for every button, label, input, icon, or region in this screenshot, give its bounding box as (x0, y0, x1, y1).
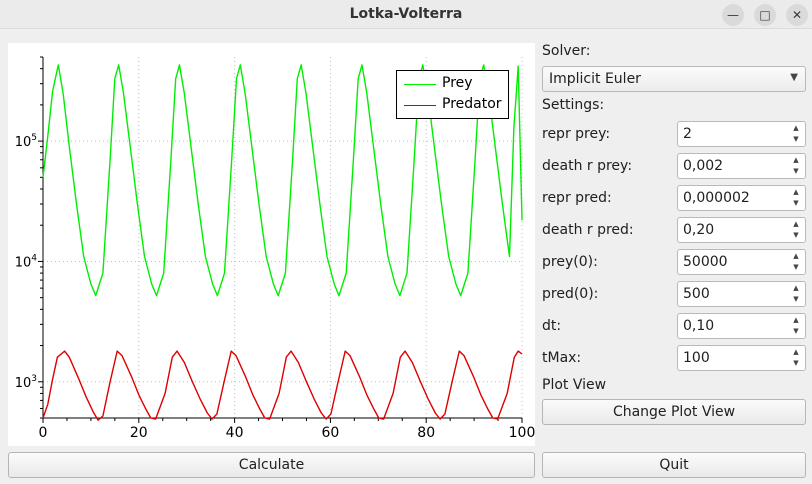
change-plot-view-button[interactable]: Change Plot View (542, 399, 806, 425)
y-tick-label: 103 (15, 374, 37, 391)
spin-up-icon[interactable]: ▲ (793, 188, 799, 196)
legend-label-predator: Predator (442, 96, 502, 112)
x-tick-label: 80 (417, 425, 435, 441)
death-r-pred-value: 0,20 (683, 222, 715, 238)
tmax-value: 100 (683, 350, 710, 366)
plot-view-label: Plot View (542, 377, 607, 393)
chevron-down-icon: ▼ (790, 72, 798, 83)
prey-initial-label: prey(0): (542, 254, 598, 270)
death-r-pred-spinbox[interactable]: 0,20 ▲ ▼ (677, 217, 806, 243)
y-tick-label: 105 (15, 133, 37, 150)
prey-initial-value: 50000 (683, 254, 728, 270)
death-r-prey-spinbox[interactable]: 0,002 ▲ ▼ (677, 153, 806, 179)
pred-initial-spinbox[interactable]: 500 ▲ ▼ (677, 281, 806, 307)
death-r-prey-value: 0,002 (683, 158, 724, 174)
window-titlebar: Lotka-Volterra — □ ✕ (0, 0, 812, 29)
solver-selected-value: Implicit Euler (549, 71, 641, 87)
pred-initial-value: 500 (683, 286, 710, 302)
window-title: Lotka-Volterra (349, 6, 463, 22)
close-icon[interactable]: ✕ (786, 4, 808, 26)
pred-initial-label: pred(0): (542, 286, 599, 302)
repr-prey-value: 2 (683, 126, 692, 142)
dt-value: 0,10 (683, 318, 715, 334)
spin-down-icon[interactable]: ▼ (793, 199, 799, 207)
x-tick-label: 100 (509, 425, 535, 441)
tmax-spinbox[interactable]: 100 ▲ ▼ (677, 345, 806, 371)
repr-pred-label: repr pred: (542, 190, 612, 206)
x-tick-label: 20 (130, 425, 148, 441)
spin-up-icon[interactable]: ▲ (793, 348, 799, 356)
spin-down-icon[interactable]: ▼ (793, 231, 799, 239)
spin-down-icon[interactable]: ▼ (793, 327, 799, 335)
legend-swatch-predator (404, 105, 436, 106)
spin-up-icon[interactable]: ▲ (793, 316, 799, 324)
repr-pred-spinbox[interactable]: 0,000002 ▲ ▼ (677, 185, 806, 211)
tmax-label: tMax: (542, 350, 582, 366)
dt-spinbox[interactable]: 0,10 ▲ ▼ (677, 313, 806, 339)
death-r-prey-label: death r prey: (542, 158, 633, 174)
spin-down-icon[interactable]: ▼ (793, 295, 799, 303)
y-tick-label: 104 (15, 253, 38, 270)
legend-swatch-prey (404, 84, 436, 85)
series-line-predator (42, 350, 523, 421)
repr-prey-spinbox[interactable]: 2 ▲ ▼ (677, 121, 806, 147)
spin-up-icon[interactable]: ▲ (793, 252, 799, 260)
spin-down-icon[interactable]: ▼ (793, 167, 799, 175)
death-r-pred-label: death r pred: (542, 222, 634, 238)
spin-up-icon[interactable]: ▲ (793, 124, 799, 132)
spin-down-icon[interactable]: ▼ (793, 263, 799, 271)
spin-up-icon[interactable]: ▲ (793, 156, 799, 164)
spin-down-icon[interactable]: ▼ (793, 135, 799, 143)
x-tick-label: 60 (321, 425, 339, 441)
x-tick-label: 40 (226, 425, 244, 441)
legend-label-prey: Prey (442, 75, 473, 91)
prey-initial-spinbox[interactable]: 50000 ▲ ▼ (677, 249, 806, 275)
solver-select[interactable]: Implicit Euler ▼ (542, 66, 806, 92)
chart-legend: Prey Predator (396, 70, 509, 119)
minimize-icon[interactable]: — (722, 4, 744, 26)
calculate-button[interactable]: Calculate (8, 452, 535, 478)
series-line-prey (42, 64, 523, 297)
plot-area: 0 20 40 60 80 100 103 104 105 Prey Predator (8, 43, 535, 446)
maximize-icon[interactable]: □ (754, 4, 776, 26)
repr-pred-value: 0,000002 (683, 190, 750, 206)
x-tick-label: 0 (39, 425, 48, 441)
spin-up-icon[interactable]: ▲ (793, 284, 799, 292)
spin-down-icon[interactable]: ▼ (793, 359, 799, 367)
legend-item-prey: Prey (397, 74, 510, 94)
repr-prey-label: repr prey: (542, 126, 611, 142)
quit-button[interactable]: Quit (542, 452, 806, 478)
spin-up-icon[interactable]: ▲ (793, 220, 799, 228)
solver-label: Solver: (542, 43, 591, 59)
settings-label: Settings: (542, 97, 605, 113)
legend-item-predator: Predator (397, 95, 510, 115)
dt-label: dt: (542, 318, 562, 334)
